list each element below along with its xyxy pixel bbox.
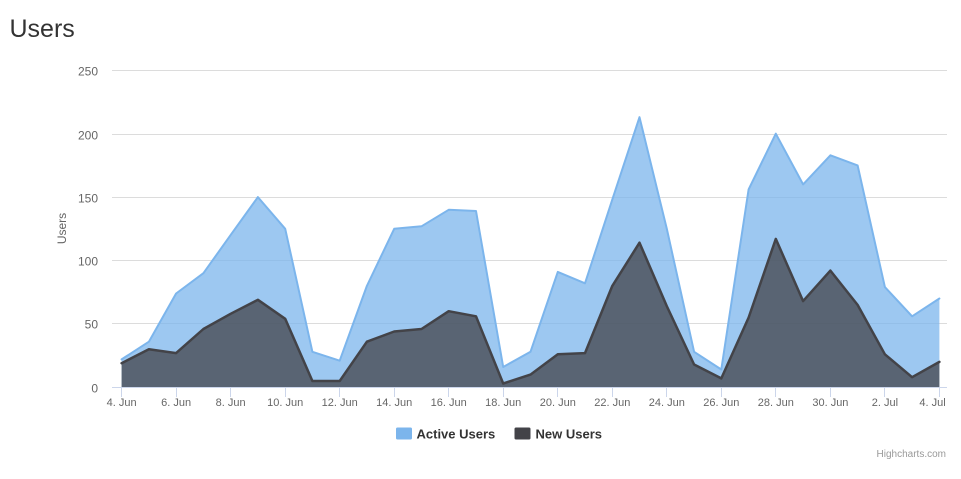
svg-text:250: 250 xyxy=(78,65,98,79)
svg-text:2. Jul: 2. Jul xyxy=(872,397,898,409)
svg-text:10. Jun: 10. Jun xyxy=(267,397,303,409)
svg-text:16. Jun: 16. Jun xyxy=(431,397,467,409)
svg-text:Users: Users xyxy=(10,15,75,43)
svg-text:24. Jun: 24. Jun xyxy=(649,397,685,409)
svg-text:12. Jun: 12. Jun xyxy=(322,397,358,409)
svg-text:50: 50 xyxy=(85,318,99,332)
svg-text:100: 100 xyxy=(78,255,98,269)
svg-text:14. Jun: 14. Jun xyxy=(376,397,412,409)
svg-text:8. Jun: 8. Jun xyxy=(216,397,246,409)
svg-text:150: 150 xyxy=(78,192,98,206)
svg-text:Active Users: Active Users xyxy=(417,427,496,442)
svg-text:0: 0 xyxy=(91,382,98,396)
svg-text:Users: Users xyxy=(55,213,69,244)
svg-text:30. Jun: 30. Jun xyxy=(812,397,848,409)
svg-text:200: 200 xyxy=(78,129,98,143)
svg-text:28. Jun: 28. Jun xyxy=(758,397,794,409)
svg-text:New Users: New Users xyxy=(536,427,602,442)
svg-text:6. Jun: 6. Jun xyxy=(161,397,191,409)
svg-text:22. Jun: 22. Jun xyxy=(594,397,630,409)
svg-text:26. Jun: 26. Jun xyxy=(703,397,739,409)
svg-text:Highcharts.com: Highcharts.com xyxy=(877,449,946,460)
svg-text:4. Jul: 4. Jul xyxy=(919,397,945,409)
svg-text:4. Jun: 4. Jun xyxy=(107,397,137,409)
svg-text:20. Jun: 20. Jun xyxy=(540,397,576,409)
svg-text:18. Jun: 18. Jun xyxy=(485,397,521,409)
